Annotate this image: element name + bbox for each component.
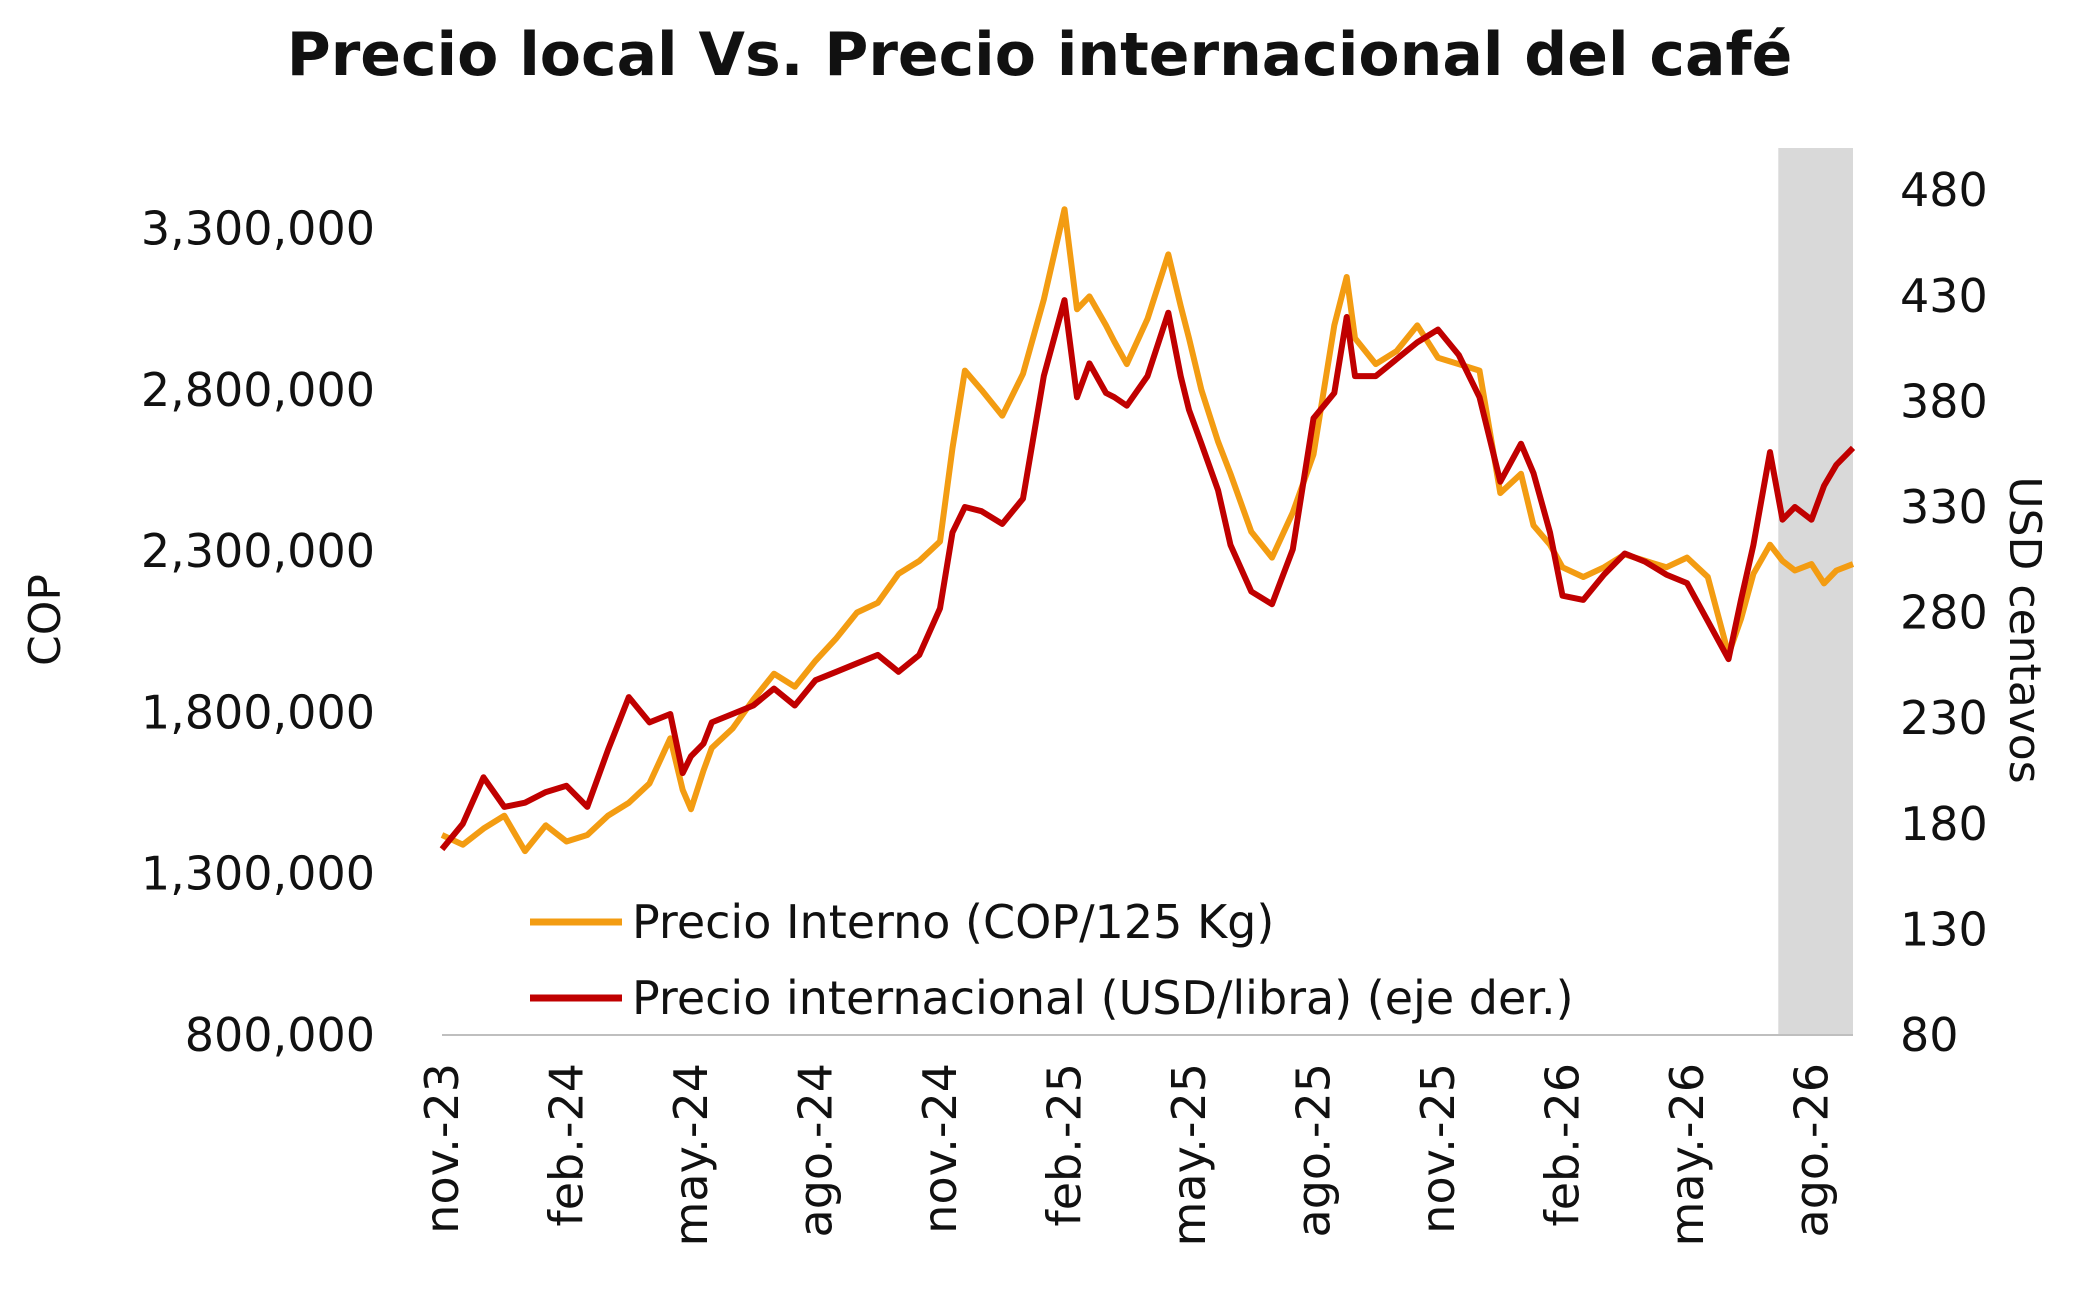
x-axis-ticks: nov.-23 feb.-24 may.-24 ago.-24 nov.-24 feb.-…: [415, 1063, 1839, 1246]
x-tick-label: may.-25: [1162, 1063, 1216, 1246]
series-line-precio-internacional: [439, 297, 1856, 852]
x-tick-label: may.-26: [1660, 1063, 1714, 1246]
left-y-tick-label: 2,300,000: [141, 524, 375, 578]
x-tick-label: feb.-25: [1038, 1063, 1092, 1226]
right-y-tick-label: 330: [1900, 480, 1988, 534]
x-tick-label: nov.-23: [415, 1063, 469, 1234]
series-layer: [439, 206, 1856, 855]
left-y-axis-title: COP: [20, 574, 71, 666]
right-y-tick-label: 480: [1900, 163, 1988, 217]
legend-label-precio-interno: Precio Interno (COP/125 Kg): [632, 895, 1274, 949]
left-y-tick-label: 1,800,000: [141, 685, 375, 739]
x-tick-label: nov.-25: [1411, 1063, 1465, 1234]
legend-label-precio-internacional: Precio internacional (USD/libra) (eje de…: [632, 971, 1574, 1025]
chart-title: Precio local Vs. Precio internacional de…: [286, 20, 1793, 90]
right-y-axis-title: USD centavos: [1999, 476, 2050, 783]
projection-shaded-region: [1778, 148, 1853, 1035]
right-y-tick-label: 380: [1900, 374, 1988, 428]
x-tick-label: ago.-25: [1287, 1063, 1341, 1237]
right-y-tick-label: 430: [1900, 269, 1988, 323]
x-tick-label: feb.-24: [540, 1063, 594, 1226]
x-tick-label: ago.-24: [789, 1063, 843, 1237]
right-y-tick-label: 130: [1900, 902, 1988, 956]
left-y-axis-ticks: 800,000 1,300,000 1,800,000 2,300,000 2,800,…: [141, 202, 375, 1062]
series-line-precio-interno: [440, 206, 1855, 855]
right-y-tick-label: 280: [1900, 586, 1988, 640]
chart-legend: Precio Interno (COP/125 Kg) Precio inter…: [530, 895, 1574, 1025]
right-y-tick-label: 180: [1900, 797, 1988, 851]
x-tick-label: ago.-26: [1785, 1063, 1839, 1237]
left-y-tick-label: 2,800,000: [141, 363, 375, 417]
left-y-tick-label: 800,000: [185, 1008, 375, 1062]
right-y-tick-label: 80: [1900, 1008, 1959, 1062]
left-y-tick-label: 1,300,000: [141, 847, 375, 901]
x-tick-label: may.-24: [664, 1063, 718, 1246]
x-tick-label: nov.-24: [913, 1063, 967, 1234]
x-tick-label: feb.-26: [1536, 1063, 1590, 1226]
right-y-tick-label: 230: [1900, 691, 1988, 745]
right-y-axis-ticks: 80 130 180 230 280 330 380 430 480: [1900, 163, 1988, 1062]
left-y-tick-label: 3,300,000: [141, 202, 375, 256]
